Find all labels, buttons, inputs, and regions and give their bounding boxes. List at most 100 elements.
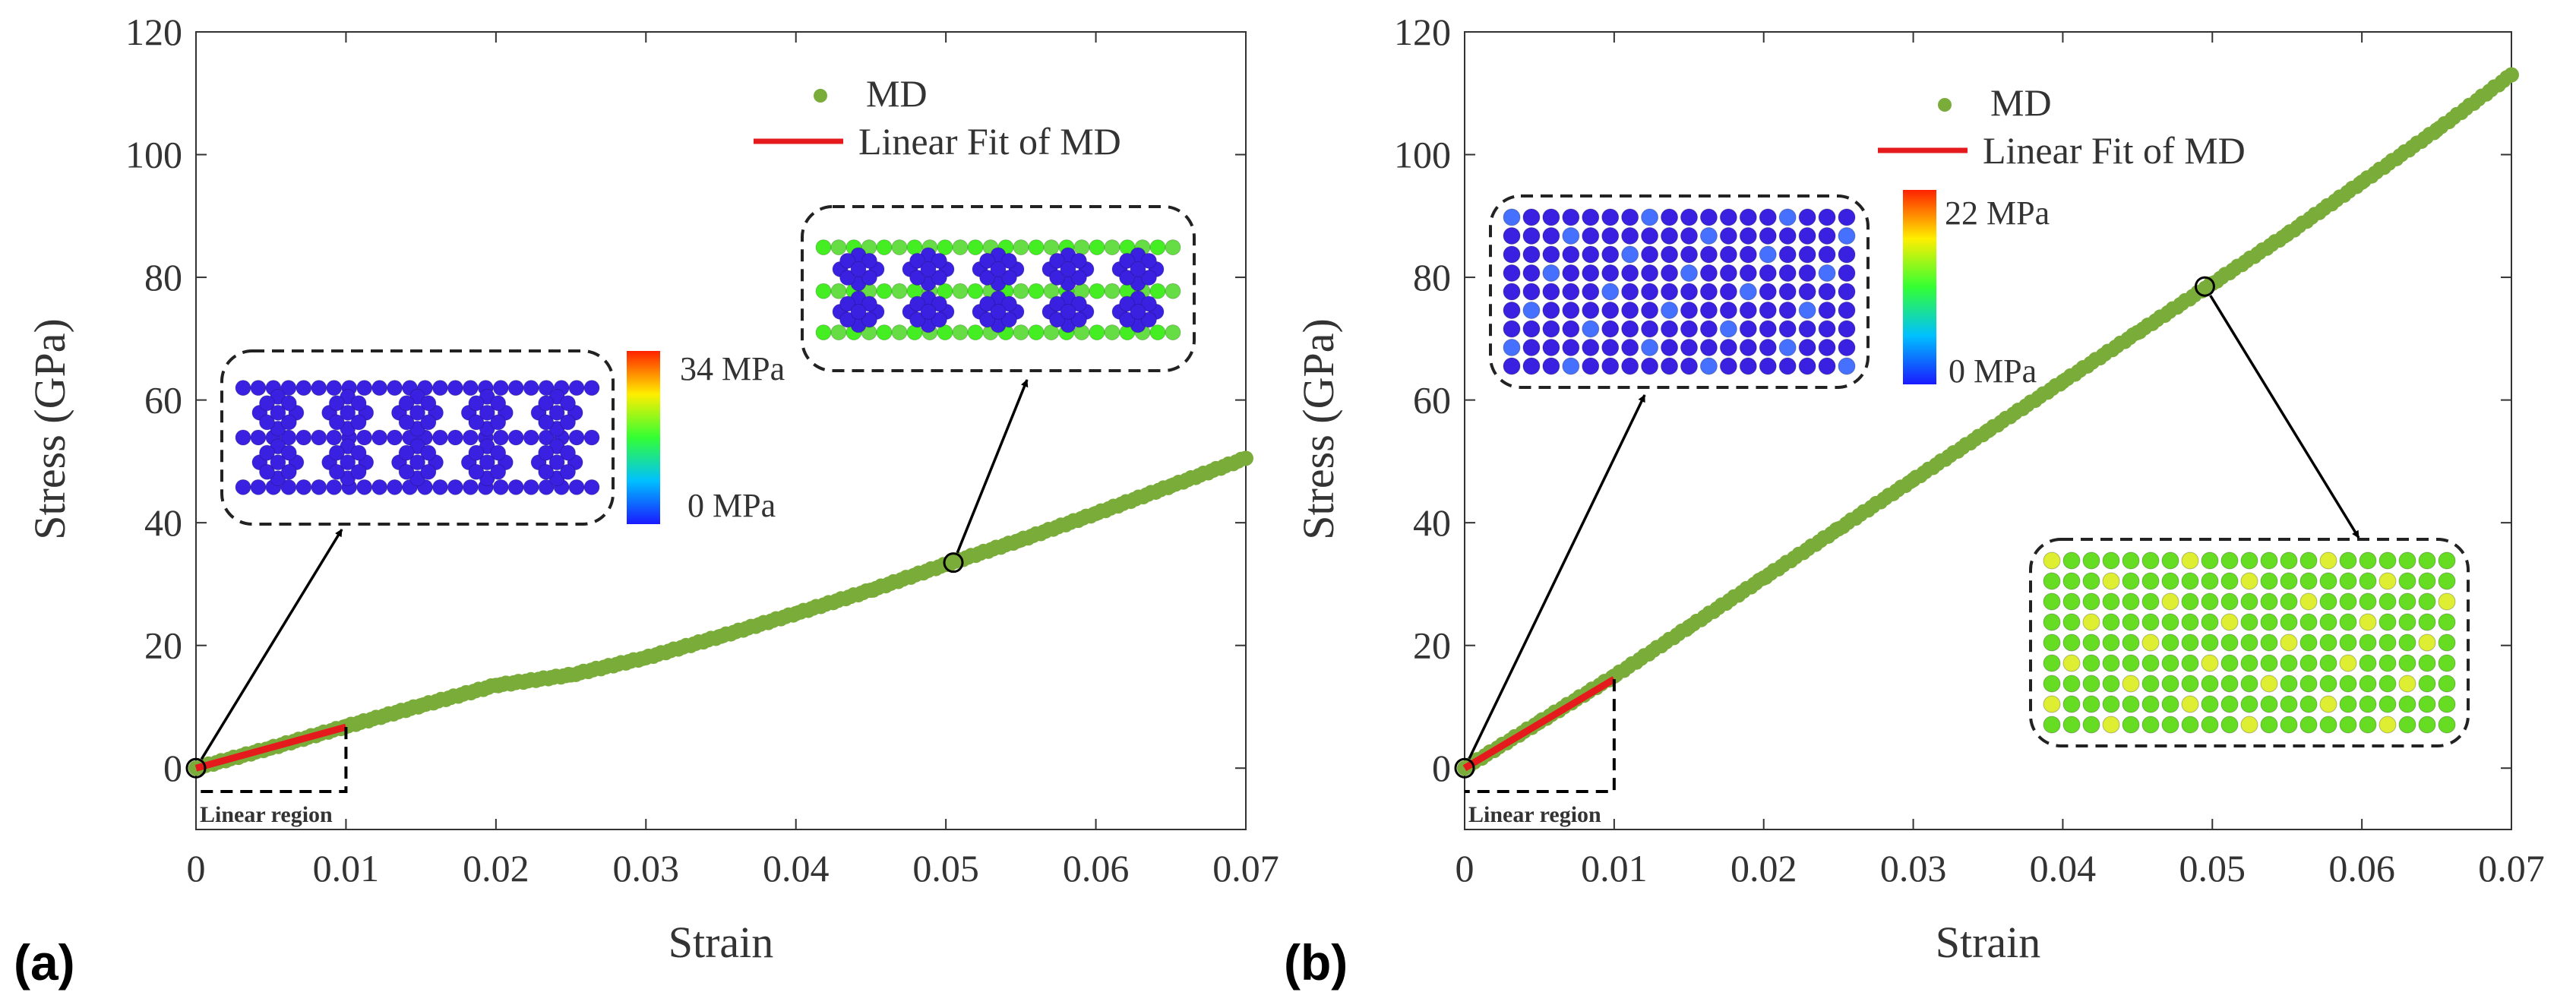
atom: [2240, 654, 2258, 672]
atom: [979, 311, 996, 328]
atom: [1119, 295, 1136, 312]
x-tick-label: 0: [187, 847, 206, 890]
atom: [1798, 357, 1816, 375]
atom: [1838, 264, 1856, 282]
atom: [1699, 339, 1718, 356]
atom: [1013, 239, 1029, 256]
atom: [2359, 572, 2377, 590]
atom: [431, 380, 448, 397]
atom: [235, 479, 251, 495]
atom: [1562, 320, 1580, 338]
atom: [2122, 572, 2140, 590]
atom: [861, 252, 877, 269]
callout-arrow: [2209, 295, 2360, 539]
atom: [1582, 208, 1600, 226]
atom: [931, 269, 947, 286]
atom: [1739, 264, 1757, 282]
x-tick-label: 0.04: [763, 847, 830, 890]
x-tick-label: 0.02: [463, 847, 529, 890]
atom: [270, 404, 286, 421]
atom: [909, 311, 926, 328]
atom: [2181, 716, 2199, 734]
atom: [468, 414, 485, 431]
atom: [447, 479, 463, 495]
atom: [1601, 264, 1620, 282]
atom: [2438, 695, 2456, 713]
atom: [1542, 264, 1560, 282]
atom: [1778, 320, 1797, 338]
atom: [1661, 208, 1679, 226]
atom: [2359, 613, 2377, 631]
atom: [1759, 320, 1777, 338]
atom: [2201, 654, 2219, 672]
atom: [2141, 695, 2160, 713]
atom: [420, 463, 437, 480]
atom: [1838, 245, 1856, 264]
atom: [2201, 695, 2219, 713]
atom: [583, 380, 600, 397]
atom: [1542, 302, 1560, 319]
atom: [490, 463, 507, 480]
atom: [1601, 283, 1620, 301]
colorbar-min-label: 0 MPa: [687, 487, 776, 524]
atom: [560, 463, 576, 480]
atom: [2378, 634, 2397, 652]
atom: [2378, 572, 2397, 590]
atom: [876, 283, 893, 299]
atom: [2418, 675, 2436, 693]
atom: [2398, 572, 2416, 590]
atom: [431, 479, 448, 495]
atom: [462, 479, 479, 495]
atom: [1621, 264, 1639, 282]
atom: [2339, 634, 2357, 652]
atom: [538, 414, 555, 431]
atom: [967, 283, 984, 299]
atom: [259, 414, 275, 431]
atom: [2280, 716, 2298, 734]
atom: [1621, 227, 1639, 245]
atom: [1699, 245, 1718, 264]
atom: [830, 324, 847, 341]
atom: [1522, 339, 1541, 356]
atom: [2260, 572, 2278, 590]
atom: [2201, 675, 2219, 693]
atom: [1759, 208, 1777, 226]
atom: [2418, 716, 2436, 734]
atom: [1582, 339, 1600, 356]
atom: [1601, 357, 1620, 375]
atom: [2122, 634, 2140, 652]
atom: [891, 324, 908, 341]
atom: [1838, 227, 1856, 245]
atom: [1503, 208, 1521, 226]
atom: [1104, 239, 1120, 256]
atom: [2102, 654, 2120, 672]
atom: [409, 404, 425, 421]
atom: [2082, 654, 2100, 672]
atom: [1739, 320, 1757, 338]
atom: [2280, 675, 2298, 693]
x-tick-label: 0.06: [1063, 847, 1130, 890]
atom: [1582, 227, 1600, 245]
atom: [1601, 245, 1620, 264]
atom: [328, 463, 345, 480]
atom: [340, 404, 356, 421]
atom: [1699, 302, 1718, 319]
atom: [1759, 302, 1777, 319]
atom: [1070, 269, 1087, 286]
atom: [2220, 675, 2239, 693]
callout-arrow: [956, 379, 1029, 554]
atom: [2260, 716, 2278, 734]
atom: [1699, 264, 1718, 282]
panel-b: 0 0.01 0.02 0.03 0.04 0.05 0.06 0.07 0 20 40 60 80 10…: [1284, 11, 2545, 991]
atom: [583, 429, 600, 446]
atom: [830, 283, 847, 299]
atom: [2161, 592, 2179, 611]
atom: [1140, 252, 1157, 269]
atom: [1680, 245, 1698, 264]
atom: [2122, 551, 2140, 570]
atom: [2378, 695, 2397, 713]
atom: [492, 380, 509, 397]
atom: [1661, 283, 1679, 301]
atom: [2201, 592, 2219, 611]
y-tick-label: 20: [1413, 624, 1451, 667]
